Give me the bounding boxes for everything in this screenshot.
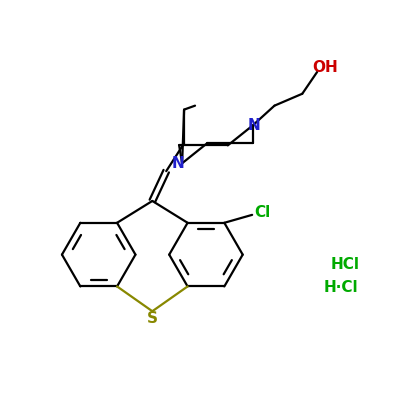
Text: N: N [172,156,184,171]
Text: OH: OH [312,60,338,76]
Text: HCl: HCl [331,257,360,272]
Text: N: N [247,118,260,133]
Text: H·Cl: H·Cl [323,280,358,295]
Text: Cl: Cl [254,205,270,220]
Text: S: S [147,311,158,326]
